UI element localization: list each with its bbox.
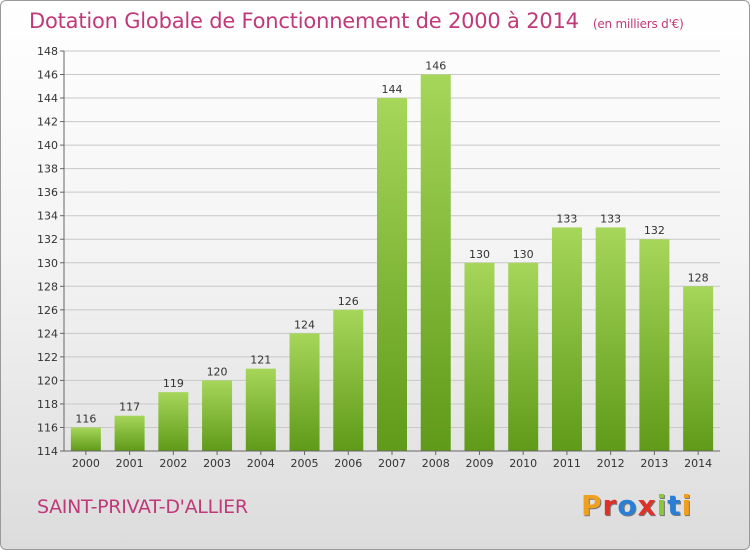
logo-letter: t	[667, 489, 682, 522]
y-tick-label: 120	[37, 374, 58, 387]
x-tick-label: 2005	[291, 457, 319, 470]
bar	[377, 98, 407, 451]
x-tick-label: 2007	[378, 457, 406, 470]
y-tick-label: 140	[37, 139, 58, 152]
y-tick-label: 142	[37, 116, 58, 129]
logo-letter: P	[581, 489, 603, 522]
x-tick-label: 2014	[684, 457, 712, 470]
logo-letter: r	[602, 489, 618, 522]
x-tick-label: 2009	[465, 457, 493, 470]
x-tick-label: 2004	[247, 457, 275, 470]
proxiti-logo[interactable]: Proxiti	[581, 489, 692, 522]
bar	[551, 227, 582, 451]
y-tick-label: 118	[37, 398, 58, 411]
bar	[683, 286, 714, 451]
chart-title: Dotation Globale de Fonctionnement de 20…	[29, 9, 684, 33]
x-tick-label: 2003	[203, 457, 231, 470]
x-tick-label: 2012	[597, 457, 625, 470]
bar-value-label: 144	[382, 83, 403, 96]
bar	[289, 333, 320, 451]
y-tick-label: 126	[37, 304, 58, 317]
y-tick-label: 114	[37, 445, 58, 458]
bar-value-label: 133	[600, 212, 621, 225]
bar-value-label: 120	[207, 365, 228, 378]
y-tick-label: 148	[37, 45, 58, 58]
chart-title-text: Dotation Globale de Fonctionnement de 20…	[29, 9, 579, 33]
bar-value-label: 121	[250, 354, 271, 367]
logo-letter: i	[681, 489, 693, 522]
y-tick-label: 132	[37, 233, 58, 246]
y-tick-label: 138	[37, 163, 58, 176]
x-tick-label: 2011	[553, 457, 581, 470]
y-tick-label: 130	[37, 257, 58, 270]
bar-value-label: 128	[688, 271, 709, 284]
bar-value-label: 116	[75, 412, 96, 425]
bar-value-label: 124	[294, 318, 315, 331]
bar-value-label: 119	[163, 377, 184, 390]
x-tick-label: 2001	[116, 457, 144, 470]
logo-letter: i	[656, 489, 668, 522]
bar-value-label: 130	[469, 248, 490, 261]
x-tick-label: 2000	[72, 457, 100, 470]
bar	[464, 262, 495, 451]
bar-value-label: 133	[556, 212, 577, 225]
y-tick-label: 116	[37, 421, 58, 434]
x-axis: 2000 2001 2002 2003 2004 2005 2006 2007 2008 2009…	[64, 450, 720, 470]
logo-letter: x	[637, 489, 657, 522]
y-tick-label: 136	[37, 186, 58, 199]
x-tick-label: 2013	[640, 457, 668, 470]
bar	[420, 74, 451, 451]
bar	[245, 368, 276, 451]
bar	[639, 239, 670, 451]
x-tick-label: 2010	[509, 457, 537, 470]
bars: 116 117 119 120 121 124 126 144 146 130 130 133 133 1…	[70, 60, 714, 451]
city-name: SAINT-PRIVAT-D'ALLIER	[37, 496, 248, 518]
bar	[333, 309, 364, 451]
x-tick-label: 2006	[334, 457, 362, 470]
bar	[595, 227, 626, 451]
bar-value-label: 130	[513, 248, 534, 261]
bar-value-label: 132	[644, 224, 665, 237]
chart-unit: (en milliers d'€)	[592, 17, 684, 31]
y-tick-label: 128	[37, 280, 58, 293]
x-tick-label: 2008	[422, 457, 450, 470]
bar	[70, 427, 101, 451]
y-tick-label: 146	[37, 69, 58, 82]
y-tick-label: 122	[37, 351, 58, 364]
bar-value-label: 117	[119, 401, 140, 414]
bar-value-label: 146	[425, 60, 446, 73]
y-tick-label: 144	[37, 92, 58, 105]
y-tick-label: 134	[37, 210, 58, 223]
x-tick-label: 2002	[159, 457, 187, 470]
bar-value-label: 126	[338, 295, 359, 308]
y-tick-label: 124	[37, 327, 58, 340]
bar	[158, 392, 189, 451]
y-axis: 114 116 118 120 122 124 126 128 130 132 134 136 138 1…	[37, 45, 65, 458]
bar	[114, 415, 145, 451]
bar	[202, 380, 233, 451]
logo-letter: o	[617, 489, 638, 522]
bar	[508, 262, 539, 451]
